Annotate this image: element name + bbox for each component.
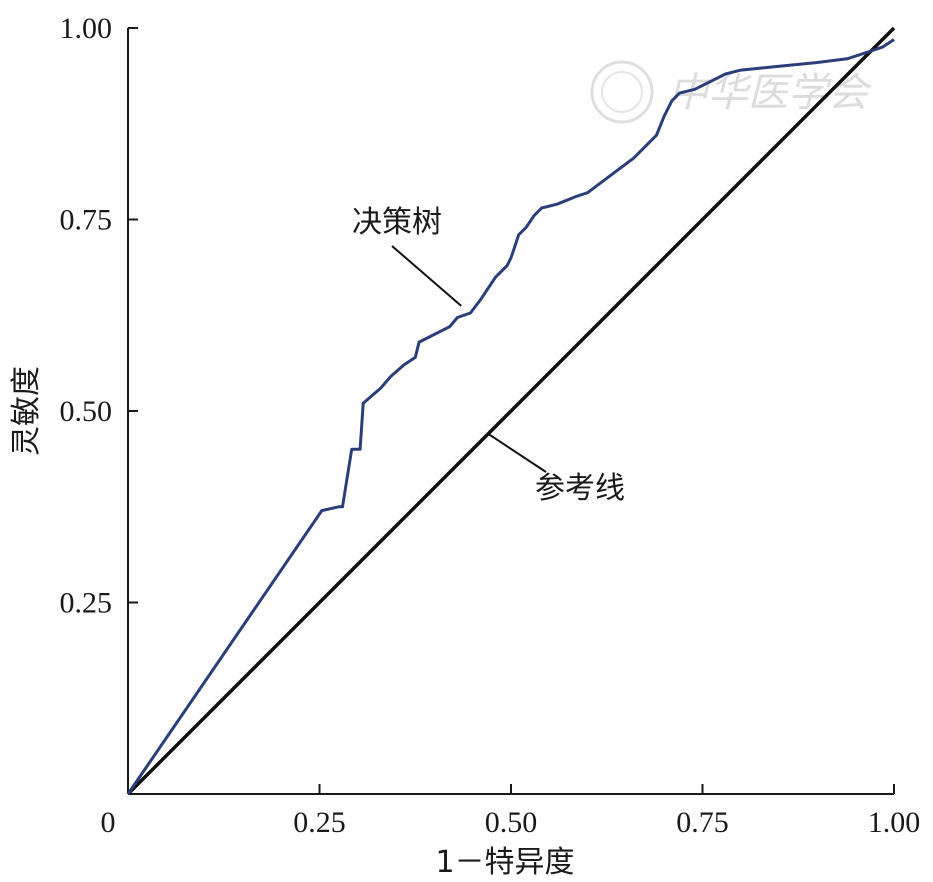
annotation-leader-reference-line	[487, 432, 547, 473]
series-reference-line	[126, 26, 896, 796]
x-ticks: 0 0.25 0.50 0.75 1.00	[101, 784, 921, 839]
y-tick-label: 0.25	[60, 587, 113, 620]
annotation-leader-decision-tree	[391, 245, 462, 307]
watermark: 中华医学会	[590, 60, 872, 124]
y-tick-label: 1.00	[60, 12, 113, 45]
y-ticks: 0.25 0.50 0.75 1.00	[60, 12, 138, 620]
y-tick-label: 0.50	[60, 395, 113, 428]
watermark-text: 中华医学会	[668, 70, 872, 116]
x-tick-label: 0.75	[676, 806, 729, 839]
x-tick-label: 1.00	[868, 806, 921, 839]
x-tick-label: 0	[101, 806, 116, 839]
y-tick-label: 0.75	[60, 204, 113, 237]
x-tick-label: 0.25	[293, 806, 346, 839]
series-decision-tree-line	[126, 38, 895, 795]
watermark-seal-icon	[590, 60, 654, 124]
annotation-reference-line: 参考线	[535, 471, 625, 506]
x-tick-label: 0.50	[485, 806, 538, 839]
x-axis-title: 1－特异度	[435, 845, 574, 880]
y-axis-title: 灵敏度	[9, 366, 44, 456]
annotation-decision-tree: 决策树	[352, 205, 442, 240]
